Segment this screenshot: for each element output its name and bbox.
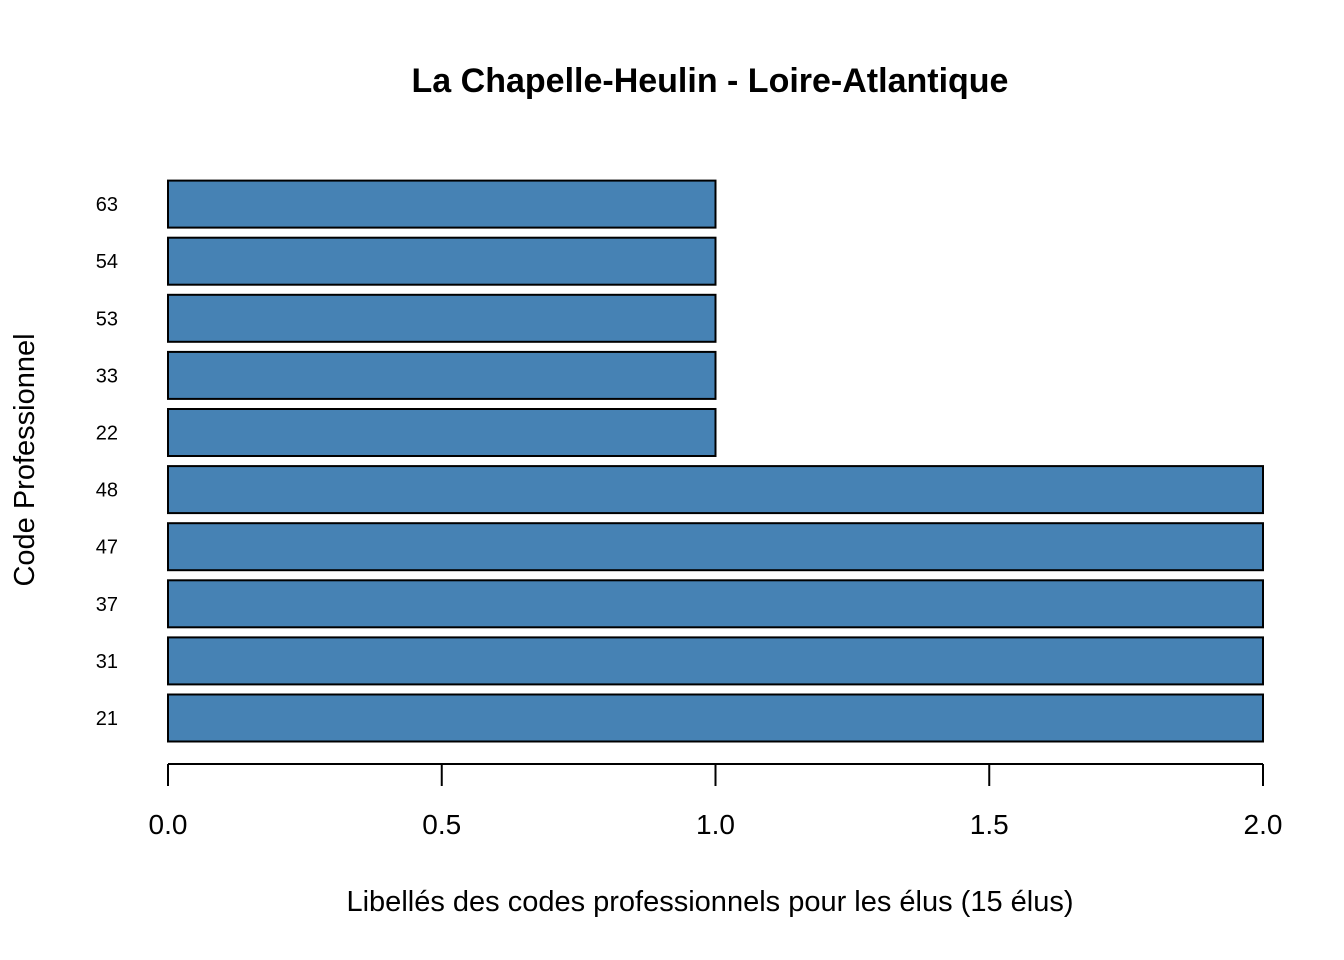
x-tick-label-0: 0.0	[149, 809, 188, 840]
bar-37	[167, 579, 1264, 629]
x-tick-label-3: 1.5	[970, 809, 1009, 840]
bar-48	[167, 465, 1264, 515]
category-label-47: 47	[96, 537, 118, 559]
x-axis-label: Libellés des codes professionnels pour l…	[346, 886, 1073, 918]
bar-21	[167, 693, 1264, 743]
category-label-48: 48	[96, 480, 118, 502]
category-label-37: 37	[96, 594, 118, 616]
bar-53	[167, 293, 717, 343]
bar-54	[167, 236, 717, 286]
category-label-54: 54	[96, 251, 118, 273]
category-label-63: 63	[96, 194, 118, 216]
bar-31	[167, 636, 1264, 686]
category-label-21: 21	[96, 708, 118, 730]
category-labels: 21 31 37 47 48 22 33 53 54 63	[96, 194, 118, 730]
category-label-22: 22	[96, 423, 118, 445]
x-tick-label-2: 1.0	[696, 809, 735, 840]
x-axis: 0.0 0.5 1.0 1.5 2.0	[149, 763, 1283, 840]
x-tick-label-1: 0.5	[422, 809, 461, 840]
bar-47	[167, 522, 1264, 572]
bar-63	[167, 179, 717, 229]
category-label-53: 53	[96, 308, 118, 330]
x-tick-label-4: 2.0	[1244, 809, 1283, 840]
category-label-31: 31	[96, 651, 118, 673]
bar-22	[167, 408, 717, 457]
bars-group	[167, 179, 1264, 743]
chart-title: La Chapelle-Heulin - Loire-Atlantique	[412, 62, 1009, 100]
category-label-33: 33	[96, 365, 118, 387]
y-axis-label: Code Professionnel	[9, 333, 41, 586]
bar-33	[167, 350, 717, 400]
